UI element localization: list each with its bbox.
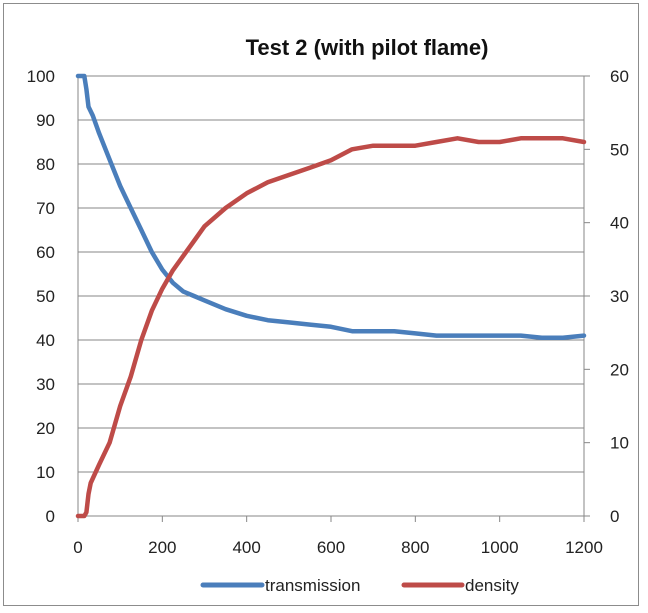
legend-label-transmission: transmission xyxy=(265,576,360,595)
x-tick-label: 200 xyxy=(148,538,176,557)
legend: transmission density xyxy=(200,576,519,595)
y2-tick-label: 60 xyxy=(610,67,629,86)
y2-tick-label: 40 xyxy=(610,214,629,233)
y-tick-label: 60 xyxy=(36,243,55,262)
y2-tick-label: 50 xyxy=(610,140,629,159)
y-tick-label: 20 xyxy=(36,419,55,438)
x-tick-label: 1000 xyxy=(481,538,519,557)
legend-label-density: density xyxy=(465,576,519,595)
y-tick-label: 90 xyxy=(36,111,55,130)
y-tick-label: 40 xyxy=(36,331,55,350)
chart-title: Test 2 (with pilot flame) xyxy=(246,35,489,60)
y2-tick-label: 20 xyxy=(610,360,629,379)
series-line-density xyxy=(75,136,587,519)
y2-tick-label: 0 xyxy=(610,507,619,526)
x-tick-label: 600 xyxy=(317,538,345,557)
y-tick-label: 70 xyxy=(36,199,55,218)
y-tick-label: 0 xyxy=(46,507,55,526)
series-layer xyxy=(75,73,587,519)
y-tick-label: 80 xyxy=(36,155,55,174)
x-tick-label: 0 xyxy=(73,538,82,557)
axes xyxy=(77,75,590,522)
series-line-transmission xyxy=(75,73,587,341)
chart-frame xyxy=(3,3,639,606)
y-tick-label: 10 xyxy=(36,463,55,482)
y-tick-label: 30 xyxy=(36,375,55,394)
y-tick-label: 50 xyxy=(36,287,55,306)
y2-tick-label: 10 xyxy=(610,434,629,453)
x-tick-label: 800 xyxy=(401,538,429,557)
y-tick-label: 100 xyxy=(27,67,55,86)
y2-tick-label: 30 xyxy=(610,287,629,306)
x-tick-label: 400 xyxy=(232,538,260,557)
x-tick-label: 1200 xyxy=(565,538,603,557)
